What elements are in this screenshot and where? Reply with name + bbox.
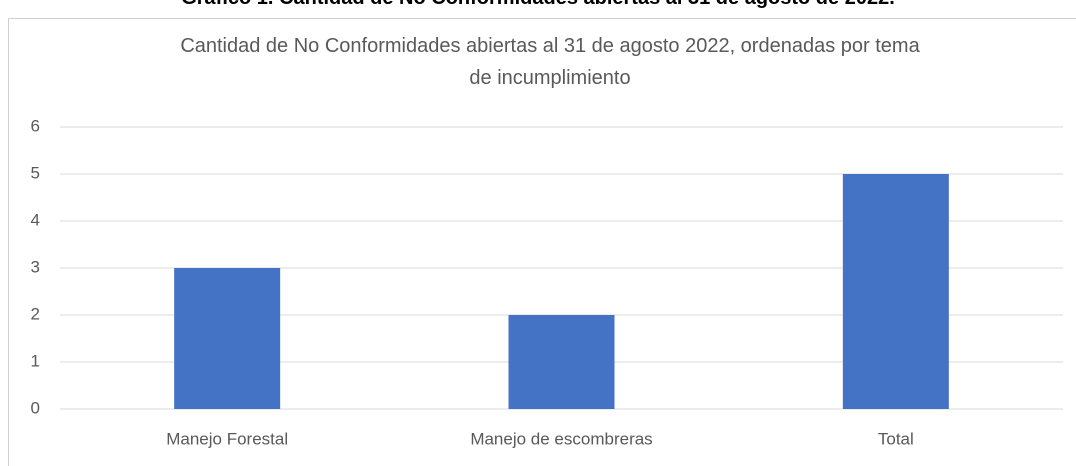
y-tick-label: 3 xyxy=(31,257,40,276)
y-tick-label: 1 xyxy=(31,351,40,370)
chart-frame xyxy=(8,18,1076,466)
bar xyxy=(842,174,949,409)
bar xyxy=(508,315,615,409)
y-tick-label: 4 xyxy=(31,210,40,229)
heading: Gráfico 1. Cantidad de No Conformidades … xyxy=(0,0,1076,10)
x-tick-label: Manejo Forestal xyxy=(166,429,288,448)
y-tick-label: 2 xyxy=(31,304,40,323)
chart-title: Cantidad de No Conformidades abiertas al… xyxy=(180,35,920,89)
y-tick-label: 0 xyxy=(31,398,40,417)
y-tick-label: 6 xyxy=(31,116,40,135)
bar xyxy=(174,268,281,409)
y-tick-label: 5 xyxy=(31,163,40,182)
x-tick-label: Total xyxy=(878,429,914,448)
x-tick-label: Manejo de escombreras xyxy=(470,429,652,448)
